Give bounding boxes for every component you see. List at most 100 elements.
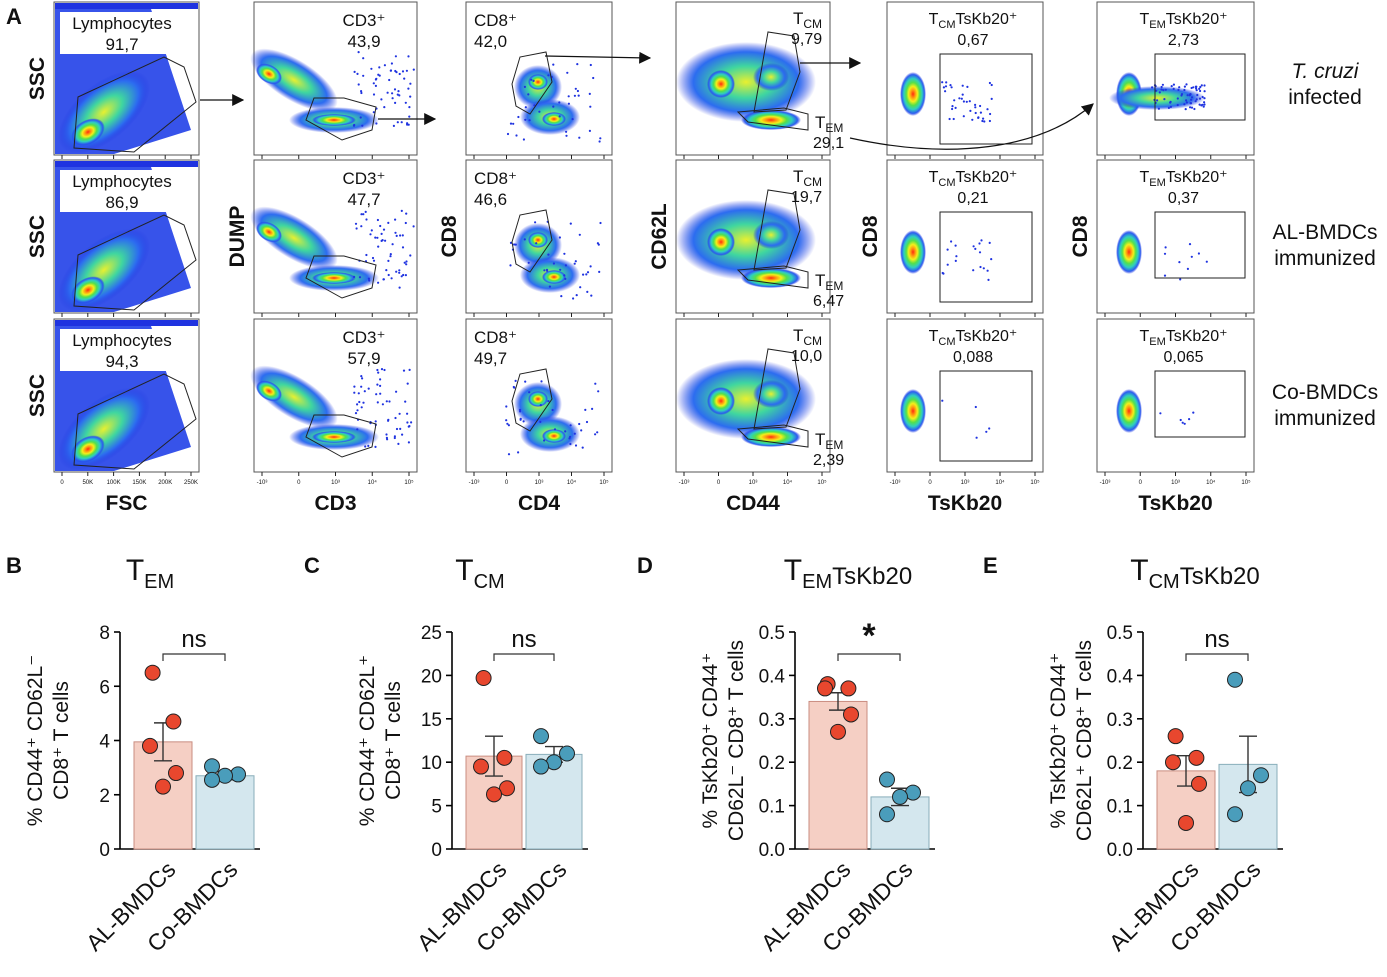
event-dot [599,221,602,225]
tetramer-name: TsKb20⁺ [1166,328,1228,345]
event-dot [535,242,538,245]
bar-co-bmdcs [195,775,255,850]
tem-gate [736,424,809,448]
gate-value: 57,9 [347,349,380,368]
flow-plot-r2-c2: CD3⁺ 47,7 [250,159,418,317]
event-dot [374,236,377,239]
density-cloud [676,200,816,280]
gate-arrow-3 [544,51,652,64]
cd3-gate [305,97,377,141]
density-cloud [250,206,338,270]
event-dot [1185,101,1188,104]
event-dot [578,233,581,236]
event-dot [412,225,415,228]
significance-bracket [493,653,555,661]
event-dot [1159,412,1162,415]
chart-title-subscript: CM [1149,571,1180,593]
event-dot [1203,103,1206,106]
event-dot [376,236,379,239]
event-dot [367,444,370,447]
event-dot [515,134,518,137]
density-cloud [250,48,338,112]
event-dot [517,115,520,119]
event-dot [524,118,527,121]
event-dot [360,406,363,409]
event-dot [1190,106,1194,109]
tick-label: 10³ [331,480,340,486]
density-cloud [71,276,105,304]
event-dot [1157,107,1160,110]
x-axis-label-tskb20: TsKb20 [928,492,1002,515]
y-axis-label-line2: CD62L⁻ CD8⁺ T cells [725,640,748,841]
event-dot [1203,97,1206,100]
gate-name: Lymphocytes [72,331,172,350]
density-cloud [1116,230,1142,274]
event-dot [408,115,411,118]
event-dot [974,405,977,409]
event-dot [1164,88,1167,91]
event-dot [1177,88,1180,91]
event-dot [398,412,401,415]
tick-label: 10⁴ [1206,479,1216,486]
event-dot [394,55,397,58]
event-dot [380,98,383,101]
data-point [144,664,161,681]
gate-name: CD8⁺ [474,169,517,188]
data-point [1165,754,1181,771]
event-dot [1188,243,1192,246]
event-dot [404,101,407,104]
event-dot [390,277,393,280]
gating-arrows [200,51,1094,150]
tick-label: 10⁴ [368,479,378,486]
event-dot [505,419,508,422]
event-dot [386,91,389,94]
event-dot [972,269,975,272]
event-dot [376,383,379,386]
data-point [473,758,489,775]
event-dot [951,105,954,108]
event-dot [965,100,968,103]
event-dot [968,100,971,103]
y-tick-label: 0.5 [759,623,785,644]
event-dot [569,222,572,225]
event-dot [353,275,356,278]
row-label-line1: T. cruzi [1292,60,1360,83]
event-dot [596,431,599,434]
y-tick-label: 5 [431,797,442,818]
event-dot [506,422,509,425]
event-dot [953,99,956,102]
tetramer-name: TsKb20⁺ [956,328,1018,345]
event-dot [979,265,982,269]
density-cloud [542,112,566,126]
event-dot [406,123,409,126]
density-cloud [707,387,735,415]
density-cloud [312,114,356,126]
event-dot [988,119,992,123]
x-axis-label-cd4: CD4 [518,492,560,515]
flow-plot-r2-c6: TEMTsKb20⁺0,37 [1096,159,1255,317]
panel-letter-c: C [304,553,320,578]
flow-plot-r3-c5: TCMTsKb20⁺0,088-10³ 0 10³ 10⁴ 10⁵ [886,318,1044,486]
event-dot [573,262,576,265]
gate-value: 43,9 [347,32,380,51]
tick-label: 10³ [749,480,758,486]
saturation-band [55,161,198,167]
event-dot [1156,99,1159,102]
tetramer-gate-value: 0,37 [1168,190,1199,207]
tem-gate [736,107,809,131]
event-dot [1199,85,1202,89]
event-dot [387,221,390,224]
chart-title-subscript: EM [802,571,832,593]
significance-label: * [862,617,876,655]
event-dot [538,110,541,113]
y-tick-label: 0.3 [1107,710,1133,731]
tetramer-subscript: EM [1149,177,1166,189]
event-dot [398,72,401,76]
event-dot [388,400,391,403]
event-dot [354,412,358,415]
event-dot [392,124,395,127]
event-dot [407,441,410,444]
tcm-gate [753,31,801,113]
event-dot [509,264,512,267]
event-dot [523,85,527,88]
